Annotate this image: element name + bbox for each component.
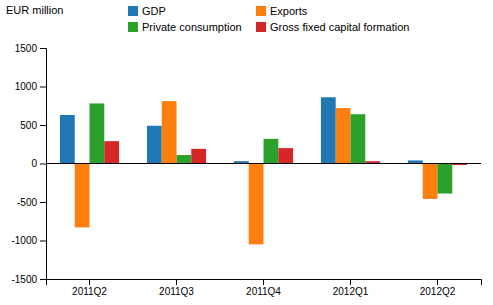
- legend-label: Private consumption: [142, 21, 242, 33]
- bar: [90, 103, 105, 163]
- x-tick-mark: [176, 279, 177, 285]
- bar: [321, 97, 336, 163]
- x-tick-label: 2011Q2: [72, 286, 107, 297]
- y-tick-label: 1000: [15, 81, 38, 92]
- x-axis-line: [47, 280, 482, 286]
- bar: [264, 139, 279, 164]
- bar: [75, 164, 90, 228]
- x-tick: 2011Q4: [246, 279, 281, 297]
- x-tick: 2012Q2: [420, 279, 456, 297]
- y-tick-mark: [40, 202, 46, 203]
- zero-line: [46, 163, 481, 164]
- bar: [60, 115, 75, 164]
- legend-item: Private consumption: [128, 21, 242, 33]
- y-tick-label: -1000: [11, 235, 37, 246]
- y-axis: -1500 -1000 -500 0 500 1000 1500: [11, 43, 46, 285]
- plot: -1500-1000-5000500100015002011Q22011Q320…: [11, 43, 481, 297]
- y-tick-label: 0: [31, 158, 37, 169]
- y-tick: -500: [17, 197, 46, 208]
- legend-item: GDP: [128, 5, 166, 17]
- chart: -1500-1000-5000500100015002011Q22011Q320…: [0, 0, 493, 305]
- bar-series: [104, 141, 467, 165]
- y-tick: 1000: [15, 81, 46, 92]
- bar: [191, 149, 206, 164]
- x-tick: 2012Q1: [333, 279, 369, 297]
- y-tick-label: 1500: [15, 43, 38, 54]
- legend: GDP Exports Private consumption Gross fixed…: [128, 5, 409, 33]
- y-tick: -1000: [11, 235, 46, 246]
- bar: [351, 114, 366, 163]
- legend-swatch: [128, 6, 138, 16]
- y-axis-title: EUR million: [6, 4, 63, 16]
- y-tick-label: -500: [17, 197, 37, 208]
- bar: [162, 101, 177, 163]
- legend-swatch: [256, 22, 266, 32]
- x-tick-label: 2012Q1: [333, 286, 369, 297]
- bar: [336, 108, 351, 163]
- x-axis: 2011Q2 2011Q3 2011Q4 2012Q1 2012Q2: [47, 279, 482, 297]
- legend-item: Gross fixed capital formation: [256, 21, 409, 33]
- x-tick-mark: [263, 279, 264, 285]
- legend-swatch: [128, 22, 138, 32]
- x-tick-label: 2011Q3: [159, 286, 194, 297]
- legend-swatch: [256, 6, 266, 16]
- x-tick-label: 2011Q4: [246, 286, 281, 297]
- bar-series: [90, 103, 453, 193]
- legend-item: Exports: [256, 5, 308, 17]
- bar-series: [60, 97, 423, 163]
- y-tick-mark: [40, 164, 46, 165]
- bar-series: [75, 101, 438, 244]
- bars: [60, 97, 467, 244]
- legend-label: GDP: [142, 5, 166, 17]
- x-tick: 2011Q2: [72, 279, 107, 297]
- y-axis-line: [40, 49, 47, 280]
- y-tick: 0: [31, 158, 46, 169]
- y-tick-label: 500: [20, 120, 37, 131]
- bar: [147, 126, 162, 164]
- y-tick-mark: [40, 241, 46, 242]
- bar: [177, 155, 192, 163]
- x-tick-label: 2012Q2: [420, 286, 456, 297]
- y-tick: 1500: [15, 43, 46, 54]
- legend-label: Gross fixed capital formation: [270, 21, 409, 33]
- y-tick-mark: [40, 279, 46, 280]
- x-tick-mark: [89, 279, 90, 285]
- y-tick: 500: [20, 120, 46, 131]
- x-tick-mark: [350, 279, 351, 285]
- y-tick-label: -1500: [11, 274, 37, 285]
- bar: [278, 148, 293, 163]
- y-tick-mark: [40, 87, 46, 88]
- legend-label: Exports: [270, 5, 308, 17]
- bar: [249, 164, 264, 245]
- x-tick-mark: [437, 279, 438, 285]
- y-tick-mark: [40, 125, 46, 126]
- x-tick: 2011Q3: [159, 279, 194, 297]
- y-tick-mark: [40, 48, 46, 49]
- bar: [423, 164, 438, 199]
- bar: [104, 141, 119, 163]
- bar: [438, 164, 453, 194]
- y-tick: -1500: [11, 274, 46, 285]
